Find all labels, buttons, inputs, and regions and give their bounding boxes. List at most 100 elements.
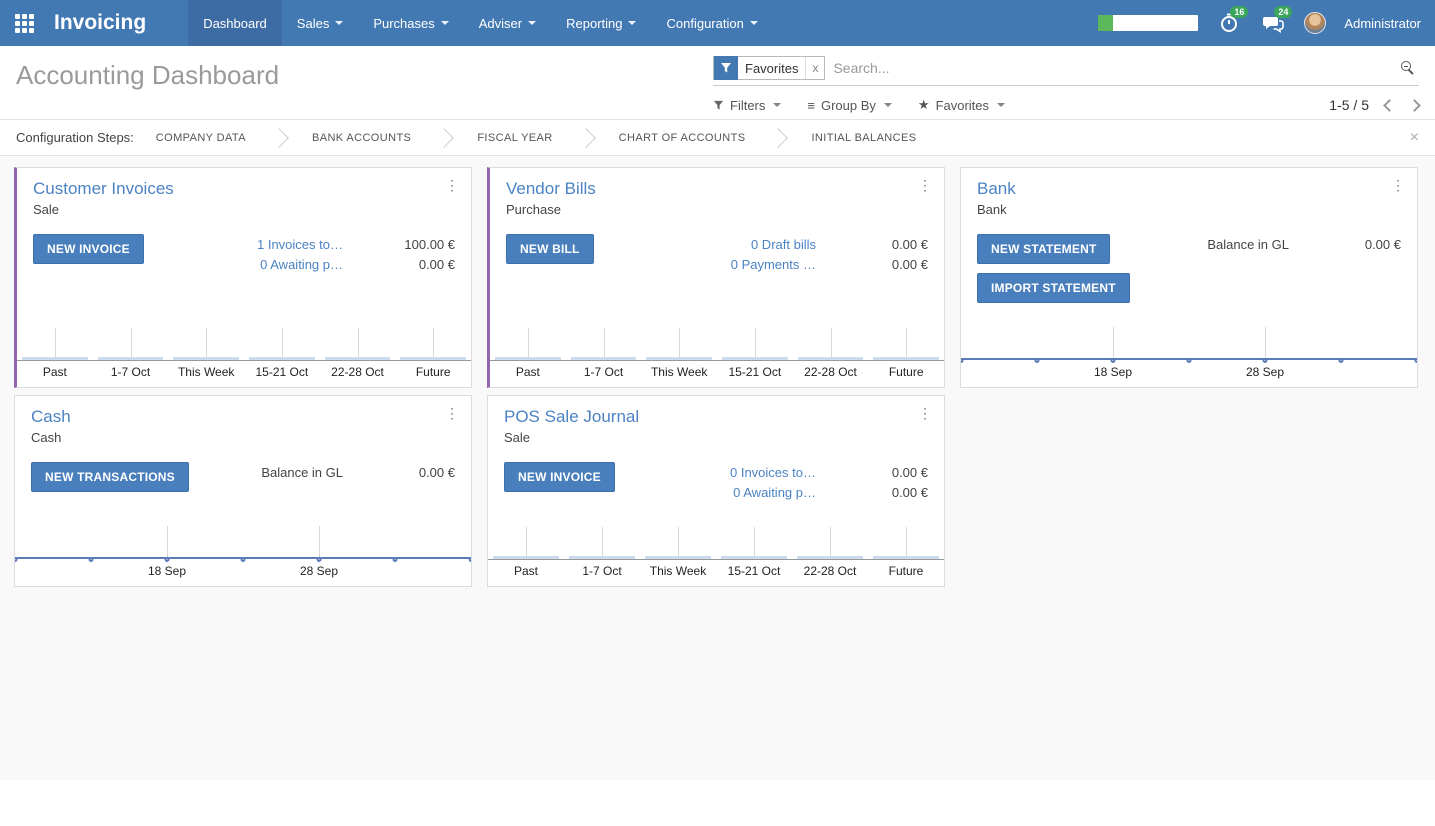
chart-point-marker (15, 557, 18, 562)
apps-menu-icon[interactable] (0, 0, 48, 46)
x-axis-label: 28 Sep (299, 564, 339, 578)
journal-type: Sale (504, 430, 531, 445)
journal-title[interactable]: Vendor Bills (506, 179, 596, 198)
funnel-icon (714, 56, 738, 80)
search-icon[interactable] (1399, 60, 1415, 76)
config-step-bank-accounts[interactable]: BANK ACCOUNTS (311, 131, 412, 144)
user-name[interactable]: Administrator (1344, 15, 1421, 31)
chart-point-marker (1414, 358, 1417, 363)
chart-gridline (357, 328, 359, 360)
chart-gridline (525, 527, 527, 559)
chart-gridline (678, 527, 679, 559)
x-axis-label: 15-21 Oct (727, 564, 781, 578)
page-title: Accounting Dashboard (16, 60, 280, 90)
new-transactions-button[interactable]: NEW TRANSACTIONS (31, 462, 189, 492)
stat-amount: 0.00 € (1364, 237, 1401, 252)
activities-badge: 16 (1230, 6, 1249, 18)
chart-x-axis: Past 1-7 Oct This Week 15-21 Oct 22-28 Oct Fu… (488, 559, 944, 586)
configuration-steps: COMPANY DATA BANK ACCOUNTS FISCAL YEAR CHAR… (155, 127, 943, 148)
progress-bar (1098, 15, 1199, 31)
chart-bar-future (873, 357, 939, 360)
journal-title[interactable]: Bank (977, 179, 1016, 198)
journal-title[interactable]: Cash (31, 407, 71, 426)
chart-point-marker (1110, 358, 1116, 363)
menu-item-dashboard[interactable]: Dashboard (188, 0, 282, 46)
chart-point-marker (468, 557, 471, 562)
menu-item-reporting[interactable]: Reporting (551, 0, 651, 46)
stat-link[interactable]: 0 Awaiting p… (260, 257, 343, 272)
search-input[interactable] (825, 58, 1399, 78)
group-by-button[interactable]: ≡ Group By (807, 98, 892, 113)
menu-item-adviser[interactable]: Adviser (464, 0, 551, 46)
new-invoice-button[interactable]: NEW INVOICE (33, 234, 144, 264)
chart-gridline (1112, 327, 1114, 363)
stat-amount: 0.00 € (418, 257, 455, 272)
grid-icon (14, 13, 34, 33)
x-axis-label: This Week (650, 365, 708, 379)
journal-type: Bank (977, 202, 1007, 217)
kebab-menu-icon[interactable]: ⋮ (445, 405, 459, 421)
activities-button[interactable]: 16 (1216, 6, 1249, 36)
menu-item-purchases[interactable]: Purchases (358, 0, 463, 46)
control-panel: Accounting Dashboard Favorites x Filters (0, 46, 1435, 119)
x-axis-label: 22-28 Oct (804, 365, 857, 379)
chart-x-axis: Past 1-7 Oct This Week 15-21 Oct 22-28 Oct Fu… (490, 360, 944, 387)
config-step-fiscal-year[interactable]: FISCAL YEAR (477, 131, 553, 144)
x-axis-label: Past (42, 365, 67, 379)
card-actions: NEW TRANSACTIONS (31, 462, 189, 492)
config-step-initial-balances[interactable]: INITIAL BALANCES (811, 131, 917, 144)
line-chart (961, 327, 1417, 363)
filters-button[interactable]: Filters (713, 98, 782, 113)
journal-title[interactable]: Customer Invoices (33, 179, 174, 198)
favorites-button[interactable]: ★ Favorites (918, 97, 1006, 113)
config-step-chart-of-accounts[interactable]: CHART OF ACCOUNTS (618, 131, 746, 144)
chart-bar-15-21-oct (249, 357, 315, 360)
chart-bar-future (400, 357, 466, 360)
menu-item-configuration[interactable]: Configuration (651, 0, 772, 46)
chart-bar-1-7-oct (570, 357, 637, 360)
x-axis-label: 15-21 Oct (728, 365, 782, 379)
kebab-menu-icon[interactable]: ⋮ (445, 177, 459, 193)
chart-bar-15-21-oct (722, 357, 788, 360)
stat-link[interactable]: 0 Awaiting p… (733, 485, 816, 500)
new-bill-button[interactable]: NEW BILL (506, 234, 594, 264)
kebab-menu-icon[interactable]: ⋮ (1391, 177, 1405, 193)
stat-link[interactable]: 0 Draft bills (750, 237, 816, 252)
kebab-menu-icon[interactable]: ⋮ (918, 177, 932, 193)
chart-point-marker (1186, 358, 1192, 363)
chart-bar-22-28-oct (797, 357, 864, 360)
menu-item-sales[interactable]: Sales (282, 0, 359, 46)
config-step-company-data[interactable]: COMPANY DATA (155, 131, 246, 144)
close-icon[interactable]: × (1409, 128, 1419, 146)
messages-button[interactable]: 24 (1260, 6, 1293, 36)
pager-next-icon[interactable] (1408, 98, 1421, 112)
card-body: NEW INVOICE 1 Invoices to… 100.00 € 0 Await… (17, 217, 471, 272)
facet-remove-icon[interactable]: x (805, 57, 825, 79)
menu-item-label: Sales (296, 15, 330, 31)
stat-row: 0 Payments … 0.00 € (594, 257, 928, 272)
stat-link[interactable]: 0 Payments … (730, 257, 816, 272)
journal-type: Cash (31, 430, 62, 445)
pager-previous-icon[interactable] (1383, 98, 1396, 112)
stat-amount: 0.00 € (891, 465, 928, 480)
journal-type: Purchase (506, 202, 561, 217)
x-axis-label: 28 Sep (1245, 365, 1285, 379)
kebab-menu-icon[interactable]: ⋮ (918, 405, 932, 421)
new-statement-button[interactable]: NEW STATEMENT (977, 234, 1111, 264)
chart-gridline (754, 527, 755, 559)
stat-link[interactable]: 1 Invoices to… (257, 237, 343, 252)
new-invoice-button[interactable]: NEW INVOICE (504, 462, 615, 492)
user-avatar[interactable] (1304, 12, 1327, 34)
chevron-down-icon (883, 103, 892, 107)
x-axis-label: Future (888, 564, 924, 578)
pager-value: 1-5 / 5 (1329, 97, 1369, 113)
journal-card-vendor-bills: ⋮ Vendor Bills Purchase NEW BILL 0 Draft bil… (487, 167, 945, 388)
journal-title[interactable]: POS Sale Journal (504, 407, 640, 426)
chart-gridline (830, 328, 832, 360)
import-statement-button[interactable]: IMPORT STATEMENT (977, 273, 1130, 303)
app-title[interactable]: Invoicing (54, 11, 147, 34)
stat-link[interactable]: 0 Invoices to… (730, 465, 816, 480)
chevron-down-icon (749, 21, 758, 25)
chart-bar-1-7-oct (97, 357, 164, 360)
group-by-label: Group By (820, 97, 876, 113)
